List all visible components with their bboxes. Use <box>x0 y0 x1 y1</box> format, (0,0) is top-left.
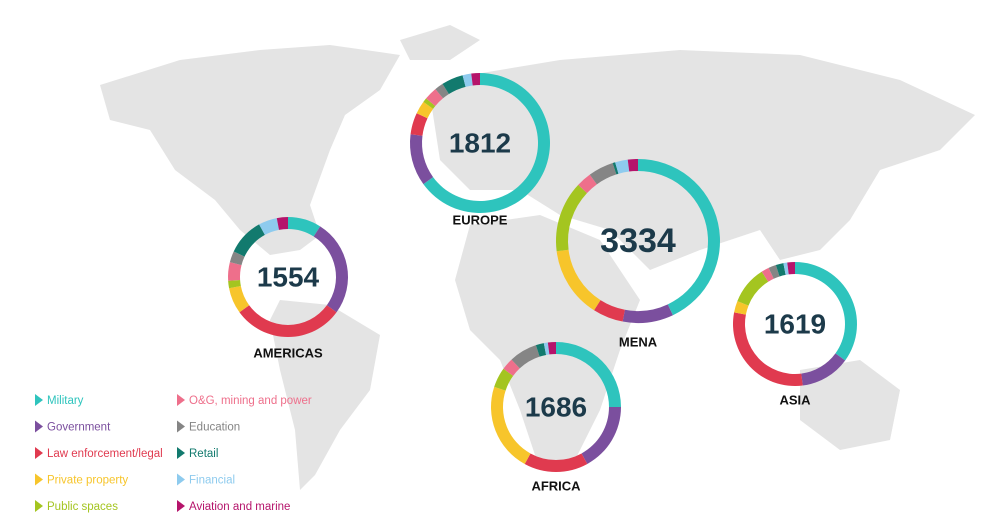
donut-segment <box>581 407 621 464</box>
region-total: 1686 <box>525 391 587 422</box>
donut-segment <box>416 101 434 119</box>
donut-segment <box>435 83 449 99</box>
donut-segment <box>547 342 556 355</box>
donut-segment <box>638 159 720 316</box>
donut-segment <box>627 159 638 172</box>
donut-segment <box>556 184 587 252</box>
legend-label: Government <box>47 422 111 434</box>
donut-segment <box>783 262 789 275</box>
donut-segment <box>239 305 337 337</box>
region-name: EUROPE <box>453 212 508 227</box>
legend-label: Military <box>47 395 84 407</box>
donut-segment <box>737 271 769 306</box>
donut-segment <box>535 343 547 357</box>
legend-label: Law enforcement/legal <box>47 448 163 460</box>
donut-segment <box>733 312 803 386</box>
donut-segment <box>288 217 321 237</box>
donut-segment <box>795 262 857 361</box>
donut-segment <box>313 226 348 313</box>
donut-segment <box>801 353 846 386</box>
region-name: AMERICAS <box>253 345 323 360</box>
donut-segment <box>491 386 531 464</box>
donut-segment <box>524 453 588 472</box>
donut-segment <box>622 304 673 323</box>
legend-label: O&G, mining and power <box>189 395 312 407</box>
donut-segment <box>442 75 466 95</box>
donut-segment <box>543 342 550 355</box>
legend-marker <box>35 500 43 512</box>
donut-segment <box>787 262 795 275</box>
legend-label: Aviation and marine <box>189 501 290 513</box>
donut-segment <box>426 89 444 107</box>
legend-marker <box>177 447 185 459</box>
donut-segment <box>589 163 617 185</box>
donut-segment <box>229 251 245 266</box>
region-name: ASIA <box>779 392 811 407</box>
legend-marker <box>177 500 185 512</box>
donut-segment <box>761 267 774 282</box>
donut-segment <box>410 113 428 136</box>
region-total: 3334 <box>600 222 676 260</box>
region-name: MENA <box>619 334 658 349</box>
donut-segment <box>503 359 520 376</box>
legend-label: Private property <box>47 475 128 487</box>
donut-segment <box>228 262 242 281</box>
legend-marker <box>35 447 43 459</box>
legend-label: Financial <box>189 475 235 487</box>
donut-segment <box>471 73 480 86</box>
donut-segment <box>734 301 749 315</box>
donut-segment <box>775 263 786 277</box>
legend-label: Retail <box>189 448 218 460</box>
region-total: 1554 <box>257 261 320 292</box>
donut-segment <box>410 134 434 185</box>
donut-segment <box>423 98 436 109</box>
donut-segment <box>229 285 250 313</box>
legend-label: Education <box>189 422 240 434</box>
legend-marker <box>177 420 185 433</box>
donut-segment <box>228 280 241 289</box>
donut-segment <box>233 224 265 257</box>
donut-segment <box>259 218 280 235</box>
donut-segment <box>615 159 630 174</box>
region-total: 1619 <box>764 308 826 339</box>
donut-segment <box>594 300 625 322</box>
donut-segment <box>556 342 621 407</box>
donut-segment <box>276 217 288 230</box>
donut-segment <box>768 265 780 279</box>
legend-label: Public spaces <box>47 501 118 513</box>
legend-marker <box>35 420 43 433</box>
legend-marker <box>177 394 185 406</box>
legend-marker <box>35 394 43 406</box>
legend-marker <box>177 473 185 486</box>
donut-segment <box>556 249 601 311</box>
region-name: AFRICA <box>531 478 581 493</box>
region-total: 1812 <box>449 127 511 158</box>
donut-segment <box>511 345 540 369</box>
legend-marker <box>35 473 43 486</box>
donut-segment <box>578 174 597 194</box>
donut-segment <box>494 368 514 391</box>
donut-segment <box>612 162 619 175</box>
donut-segment <box>462 73 473 87</box>
